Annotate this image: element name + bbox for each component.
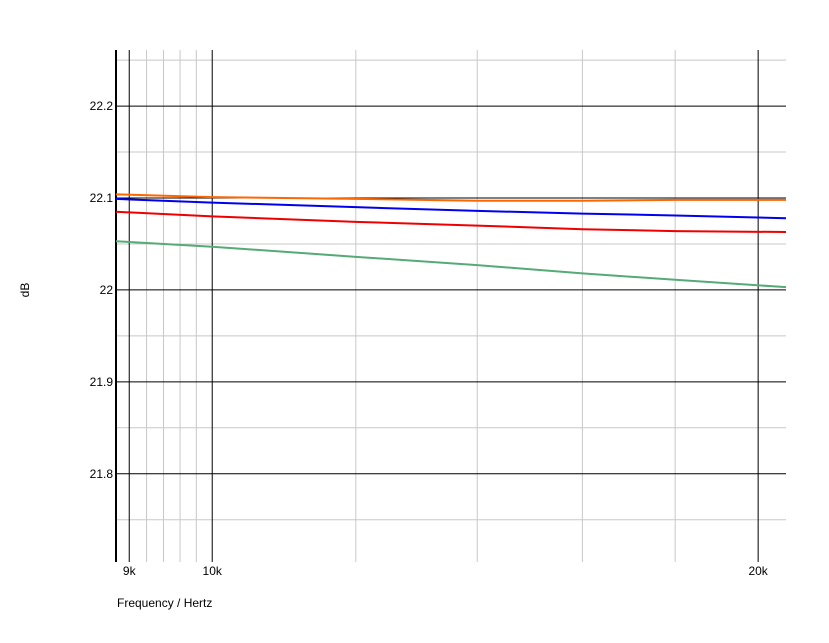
x-tick-label: 20k <box>748 564 768 578</box>
x-tick-label: 10k <box>203 564 223 578</box>
y-tick-label: 21.9 <box>90 375 114 389</box>
series-line <box>115 197 787 220</box>
series-line <box>115 193 786 202</box>
series-line <box>115 210 787 234</box>
y-tick-label: 22.2 <box>90 99 114 113</box>
series-line <box>115 240 787 289</box>
y-axis-label: dB <box>18 283 32 298</box>
y-tick-label: 22 <box>100 283 114 297</box>
x-tick-label: 9k <box>123 564 137 578</box>
y-tick-label: 21.8 <box>90 467 114 481</box>
x-axis-label: Frequency / Hertz <box>117 596 212 610</box>
y-tick-label: 22.1 <box>90 191 114 205</box>
